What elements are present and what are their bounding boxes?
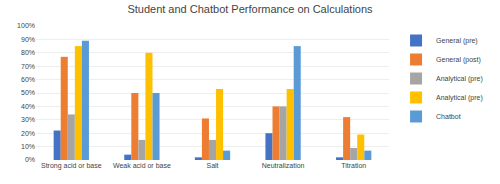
svg-text:20%: 20% (21, 130, 35, 137)
svg-text:Titration: Titration (341, 162, 366, 169)
svg-text:10%: 10% (21, 143, 35, 150)
svg-text:Weak acid or base: Weak acid or base (113, 162, 171, 169)
svg-text:Analytical (pre): Analytical (pre) (436, 94, 483, 102)
svg-text:30%: 30% (21, 116, 35, 123)
svg-text:General (post): General (post) (436, 56, 481, 64)
svg-text:Strong acid or base: Strong acid or base (41, 162, 102, 170)
svg-text:Salt: Salt (206, 162, 218, 169)
svg-text:Neutralization: Neutralization (262, 162, 305, 169)
svg-text:60%: 60% (21, 76, 35, 83)
svg-text:70%: 70% (21, 63, 35, 70)
svg-text:Student and Chatbot Performanc: Student and Chatbot Performance on Calcu… (127, 3, 373, 15)
svg-text:General (pre): General (pre) (436, 37, 478, 45)
svg-text:50%: 50% (21, 89, 35, 96)
svg-text:80%: 80% (21, 49, 35, 56)
svg-text:100%: 100% (17, 22, 35, 29)
svg-text:Chatbot: Chatbot (436, 113, 461, 120)
svg-text:0%: 0% (25, 156, 35, 163)
svg-text:40%: 40% (21, 103, 35, 110)
svg-text:90%: 90% (21, 36, 35, 43)
svg-text:Analytical (pre): Analytical (pre) (436, 75, 483, 83)
